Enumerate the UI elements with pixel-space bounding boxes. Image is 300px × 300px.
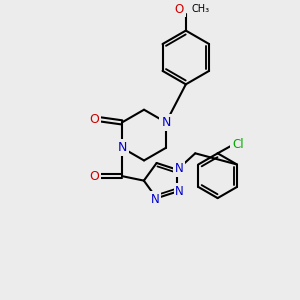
Text: CH₃: CH₃ xyxy=(191,4,209,14)
Text: Cl: Cl xyxy=(232,138,244,151)
Text: N: N xyxy=(151,193,160,206)
Text: N: N xyxy=(161,116,171,129)
Text: O: O xyxy=(89,113,99,126)
Text: O: O xyxy=(175,3,184,16)
Text: N: N xyxy=(175,185,184,198)
Text: N: N xyxy=(117,141,127,154)
Text: O: O xyxy=(90,169,100,183)
Text: N: N xyxy=(175,162,183,175)
